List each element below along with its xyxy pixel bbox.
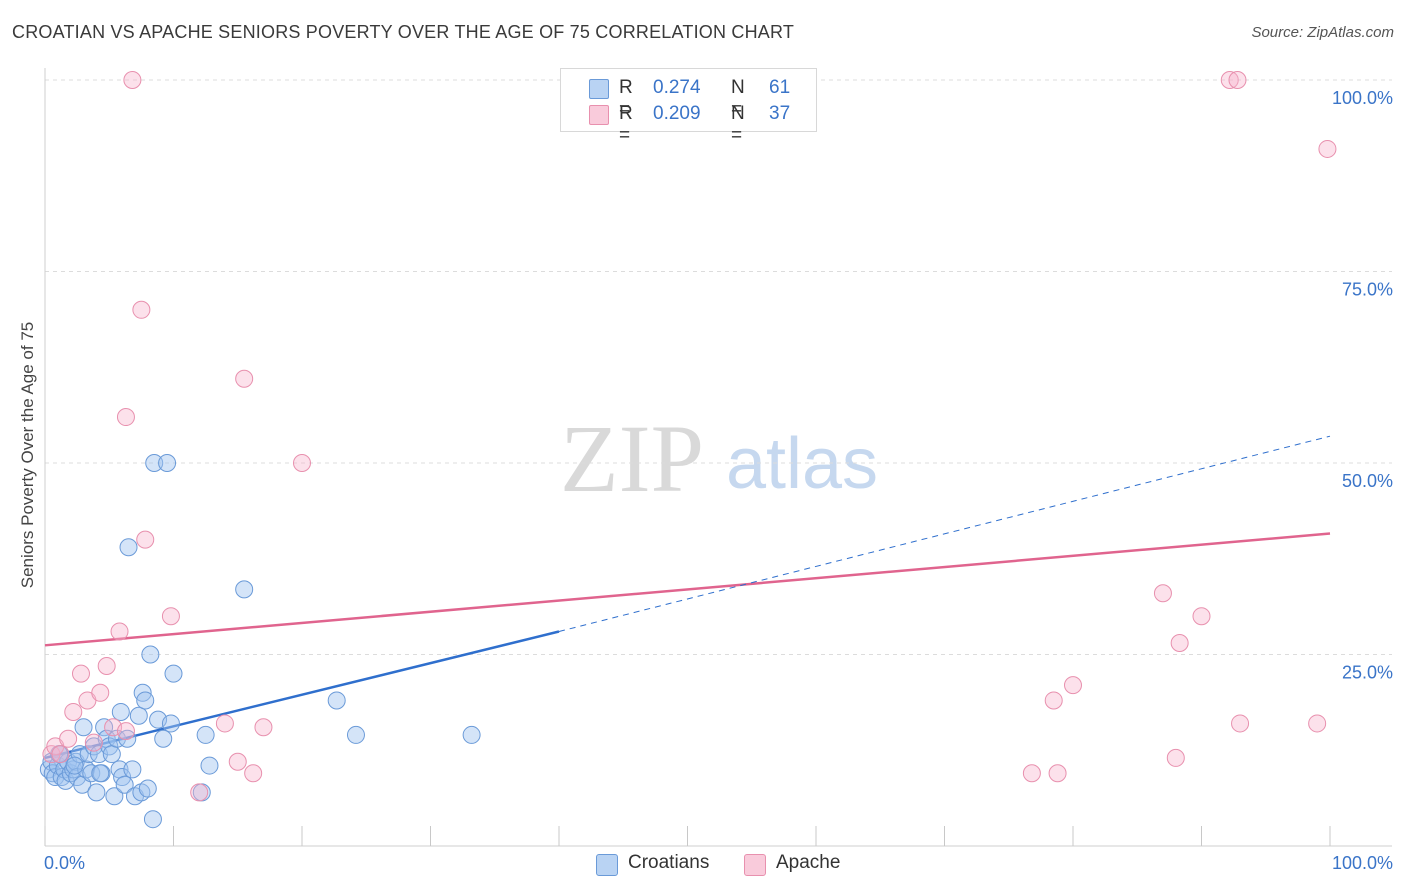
point-croatians — [138, 779, 157, 798]
point-croatians — [87, 783, 106, 802]
point-apache — [71, 664, 90, 683]
point-croatians — [89, 745, 108, 764]
point-apache — [1318, 139, 1337, 158]
legend-r-value: 0.274 — [653, 77, 701, 98]
point-apache — [110, 622, 129, 641]
axes — [44, 68, 1392, 847]
point-croatians — [115, 775, 134, 794]
bottom-legend-label-croatians: Croatians — [628, 852, 710, 873]
point-apache — [136, 530, 155, 549]
point-apache — [116, 408, 135, 427]
point-apache — [215, 714, 234, 733]
point-croatians — [91, 764, 110, 783]
trend-line-croatians — [44, 630, 560, 760]
point-croatians — [111, 702, 130, 721]
point-croatians — [145, 454, 164, 472]
bottom-legend-label-apache: Apache — [776, 852, 841, 873]
point-croatians — [161, 714, 180, 733]
point-apache — [161, 607, 180, 626]
legend-r-value: 0.209 — [653, 103, 701, 124]
point-apache — [235, 369, 254, 388]
point-croatians — [141, 645, 160, 664]
point-croatians — [154, 729, 173, 748]
trend-lines — [44, 435, 1331, 760]
point-apache — [1170, 634, 1189, 653]
point-croatians — [143, 810, 162, 829]
legend-swatch-croatians — [589, 79, 609, 99]
point-apache — [1064, 676, 1082, 695]
y-tick-label: 25.0% — [1342, 663, 1393, 683]
point-croatians — [346, 725, 365, 744]
point-croatians — [105, 787, 124, 806]
legend-r-label: R = — [619, 103, 633, 146]
source-label: Source: ZipAtlas.com — [1251, 24, 1394, 41]
trend-line-croatians-extension — [558, 435, 1331, 633]
point-apache — [244, 764, 263, 783]
point-croatians — [107, 729, 126, 748]
point-croatians — [74, 718, 93, 737]
y-tick-label: 75.0% — [1342, 280, 1393, 300]
x-tick-label: 100.0% — [1332, 853, 1393, 873]
point-croatians — [462, 725, 481, 744]
point-croatians — [200, 756, 219, 775]
point-croatians — [65, 756, 84, 775]
point-croatians — [46, 768, 65, 787]
trend-line-apache — [44, 532, 1331, 647]
bottom-legend-swatch-croatians — [596, 854, 618, 876]
data-points — [39, 71, 1337, 829]
legend-n-label: N = — [731, 103, 745, 146]
y-tick-label: 50.0% — [1342, 471, 1393, 491]
point-apache — [190, 783, 209, 802]
legend-n-value: 61 — [769, 77, 791, 98]
point-apache — [1220, 71, 1239, 89]
x-tick-label: 0.0% — [44, 853, 85, 873]
point-apache — [228, 752, 247, 771]
point-croatians — [327, 691, 346, 710]
tick-labels: 25.0% 50.0% 75.0% 100.0% 0.0% 100.0% — [44, 88, 1393, 873]
point-croatians — [129, 706, 148, 725]
point-apache — [1308, 714, 1327, 733]
legend-swatch-apache — [589, 105, 609, 125]
point-croatians — [118, 729, 137, 748]
y-tick-label: 100.0% — [1332, 88, 1393, 108]
point-apache — [1228, 71, 1247, 89]
point-apache — [1166, 748, 1185, 767]
point-apache — [64, 702, 83, 721]
bottom-legend-swatch-apache — [744, 854, 766, 876]
point-apache — [1044, 691, 1063, 710]
point-apache — [51, 745, 70, 764]
point-apache — [59, 729, 78, 748]
point-croatians — [164, 664, 183, 683]
point-apache — [116, 722, 135, 741]
legend-r-label: R = — [619, 77, 633, 120]
point-croatians — [102, 745, 121, 764]
point-croatians — [123, 760, 142, 779]
point-apache — [97, 656, 116, 675]
point-apache — [1231, 714, 1250, 733]
point-apache — [293, 454, 311, 472]
point-apache — [1192, 607, 1211, 626]
point-apache — [132, 300, 151, 319]
point-apache — [123, 71, 142, 89]
point-croatians — [158, 454, 177, 472]
correlation-legend: R = 0.274 N = 61 R = 0.209 N = 37 — [560, 68, 817, 146]
chart-title: CROATIAN VS APACHE SENIORS POVERTY OVER … — [12, 22, 795, 42]
point-apache — [254, 718, 273, 737]
point-croatians — [235, 580, 254, 599]
point-croatians — [196, 725, 215, 744]
point-apache — [1022, 764, 1041, 783]
watermark-atlas: atlas — [726, 424, 878, 504]
point-apache — [1048, 764, 1067, 783]
point-apache — [84, 733, 103, 752]
point-apache — [1153, 584, 1172, 603]
gridlines — [45, 79, 1392, 655]
watermark-zip: ZIP — [560, 405, 704, 512]
point-croatians — [136, 691, 155, 710]
legend-n-value: 37 — [769, 103, 791, 124]
point-croatians — [119, 538, 138, 557]
legend-n-label: N = — [731, 77, 745, 120]
point-apache — [91, 683, 110, 702]
